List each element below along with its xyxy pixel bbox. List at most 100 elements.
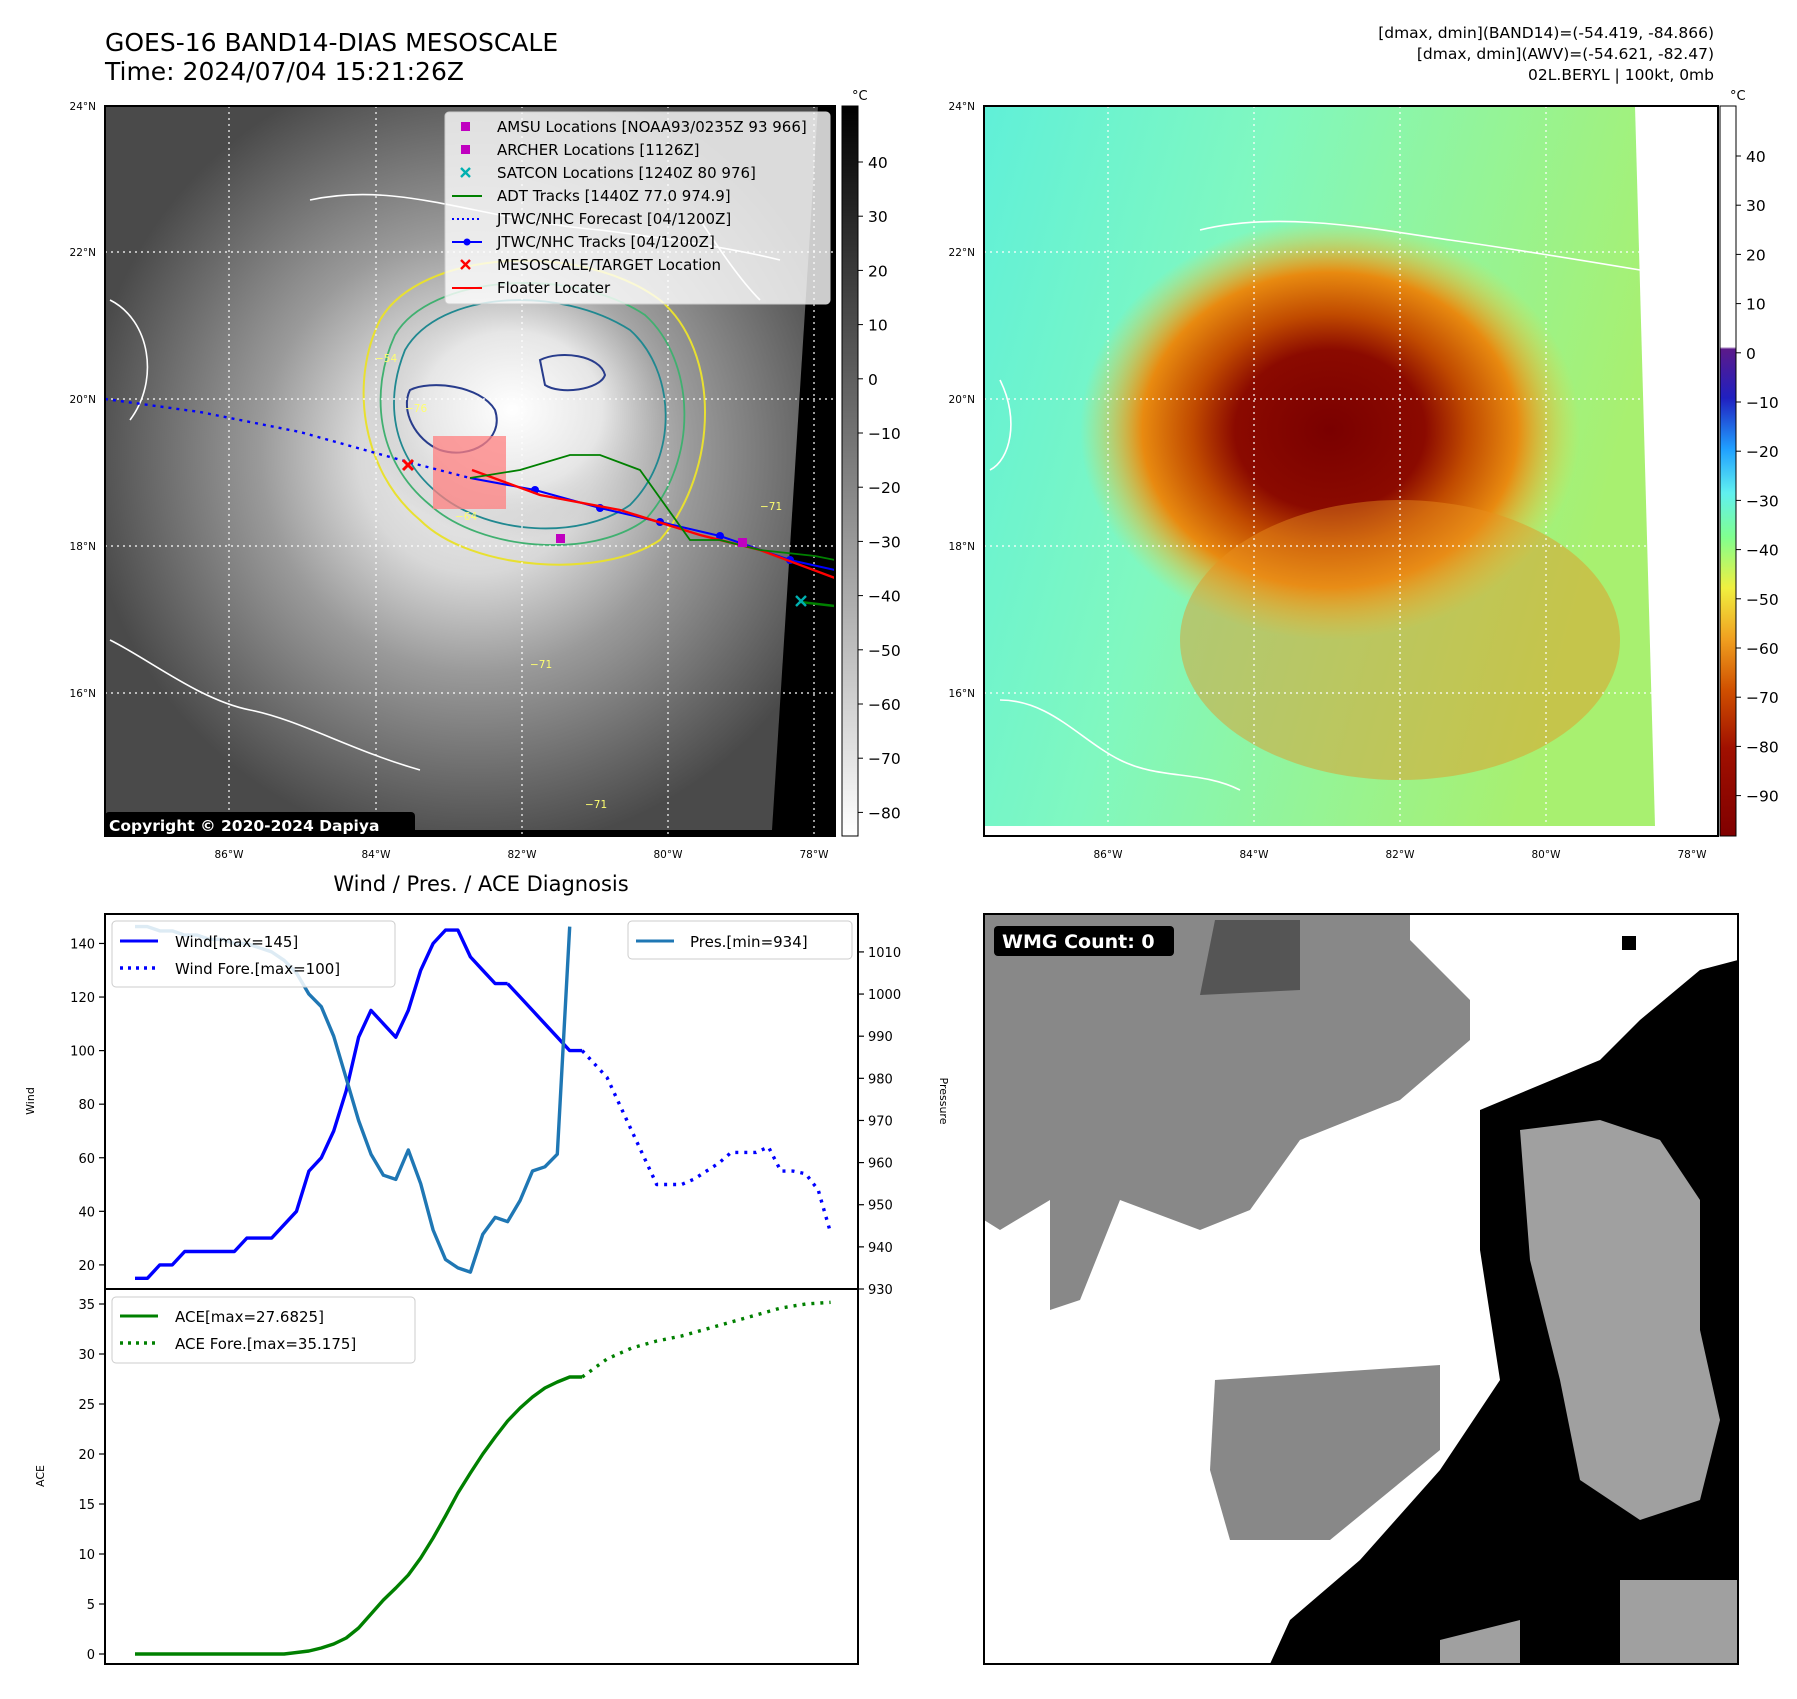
ir-colorbar-unit: °C xyxy=(852,89,868,104)
contour-label: −71 xyxy=(760,501,782,513)
lon-label: 80°W xyxy=(1532,849,1562,861)
adt-track xyxy=(469,454,835,561)
series-line-wind-max xyxy=(135,928,508,1281)
contour-label: −64 xyxy=(455,511,477,523)
colorbar-tick-label: 30 xyxy=(868,208,888,226)
axis-tick-label: 35 xyxy=(78,1298,95,1313)
lat-label: 18°N xyxy=(949,541,975,553)
stats-awv: [dmax, dmin](AWV)=(-54.621, -82.47) xyxy=(1417,45,1714,63)
lat-label: 20°N xyxy=(949,394,975,406)
copyright-text: Copyright © 2020-2024 Dapiya xyxy=(109,817,379,835)
wmg-region-light-2 xyxy=(1440,1580,1738,1664)
axis-tick-label: 140 xyxy=(70,937,95,952)
mesoscale-box xyxy=(433,436,506,509)
lon-label: 82°W xyxy=(508,849,538,861)
axis-tick-label: 20 xyxy=(78,1448,95,1463)
awv-map-lon-labels: 86°W 84°W 82°W 80°W 78°W xyxy=(1094,849,1708,861)
awv-map-frame xyxy=(983,105,1719,837)
legend-label-ace-forecast: ACE Fore.[max=35.175] xyxy=(175,1335,356,1353)
colorbar-tick-label: 40 xyxy=(1746,148,1766,166)
lat-label: 22°N xyxy=(70,247,96,259)
copyright-box xyxy=(105,812,415,836)
pressure-legend-box xyxy=(627,920,853,960)
ir-legend-label: JTWC/NHC Tracks [04/1200Z] xyxy=(496,233,715,251)
ir-legend-label: ARCHER Locations [1126Z] xyxy=(497,141,700,159)
axis-tick-label: 5 xyxy=(87,1598,95,1613)
ir-map-frame xyxy=(104,105,836,837)
awv-map-lat-labels: 24°N 22°N 20°N 18°N 16°N xyxy=(949,101,975,700)
stats-band14: [dmax, dmin](BAND14)=(-54.419, -84.866) xyxy=(1378,24,1714,42)
wind-legend-right: Pres.[min=934] xyxy=(627,920,853,960)
ir-map-lat-labels: 24°N 22°N 20°N 18°N 16°N xyxy=(70,101,96,700)
lon-label: 82°W xyxy=(1386,849,1416,861)
adt-track-segment xyxy=(799,600,835,608)
ir-legend-item: Floater Locater xyxy=(452,279,611,297)
axis-tick-label: 80 xyxy=(78,1098,95,1113)
colorbar-tick-label: −30 xyxy=(868,533,901,551)
diagnosis-title: Wind / Pres. / ACE Diagnosis xyxy=(333,872,628,896)
axis-tick-label: 60 xyxy=(78,1152,95,1167)
ir-contour-navy-2 xyxy=(538,354,607,392)
ir-legend-item: ARCHER Locations [1126Z] xyxy=(461,141,700,159)
ir-legend-box xyxy=(444,111,831,305)
axis-tick-label: 20 xyxy=(78,1259,95,1274)
awv-colorbar-bar xyxy=(1719,105,1737,837)
wmg-panel: WMG Count: 0 xyxy=(983,913,1739,1665)
colorbar-tick-label: −10 xyxy=(868,425,901,443)
awv-colorbar-unit: °C xyxy=(1730,89,1746,104)
ir-legend-item: ADT Tracks [1440Z 77.0 974.9] xyxy=(452,187,731,205)
axis-tick-label: 930 xyxy=(868,1283,893,1298)
awv-coastlines xyxy=(989,220,1641,791)
figure-title: GOES-16 BAND14-DIAS MESOSCALE xyxy=(105,28,558,57)
ir-colorbar: °C 40 30 20 10 0 −10 −20 −30 −40 −50 −60 −70 −80 xyxy=(841,89,901,837)
colorbar-tick-label: 40 xyxy=(868,154,888,172)
colorbar-tick-label: −20 xyxy=(1746,443,1779,461)
ir-colorbar-bar xyxy=(841,105,859,837)
awv-graticule xyxy=(984,106,1718,836)
lat-label: 18°N xyxy=(70,541,96,553)
colorbar-tick-label: −90 xyxy=(1746,788,1779,806)
axis-tick-label: 950 xyxy=(868,1199,893,1214)
axis-tick-label: 990 xyxy=(868,1030,893,1045)
contour-label: −71 xyxy=(585,799,607,811)
lon-label: 84°W xyxy=(362,849,392,861)
wmg-pixel xyxy=(1622,936,1636,950)
lat-label: 22°N xyxy=(949,247,975,259)
wmg-region-dark xyxy=(1200,920,1300,995)
colorbar-tick-label: −40 xyxy=(1746,542,1779,560)
ir-map-legend: AMSU Locations [NOAA93/0235Z 93 966] ARCH… xyxy=(444,111,831,305)
colorbar-tick-label: −80 xyxy=(1746,738,1779,756)
colorbar-tick-label: 20 xyxy=(868,262,888,280)
lat-label: 16°N xyxy=(70,688,96,700)
storm-info: 02L.BERYL | 100kt, 0mb xyxy=(1528,66,1714,84)
pressure-axis-label: Pressure xyxy=(937,1078,950,1125)
lon-label: 78°W xyxy=(1678,849,1708,861)
colorbar-tick-label: −60 xyxy=(1746,640,1779,658)
legend-label-wind-forecast: Wind Fore.[max=100] xyxy=(175,960,340,978)
lon-label: 84°W xyxy=(1240,849,1270,861)
series-line-wind-fore-max xyxy=(580,1049,833,1234)
legend-label-pressure: Pres.[min=934] xyxy=(690,933,808,951)
contour-label: −76 xyxy=(405,403,427,415)
colorbar-tick-label: −40 xyxy=(868,588,901,606)
colorbar-tick-label: 10 xyxy=(1746,296,1766,314)
ir-legend-label: SATCON Locations [1240Z 80 976] xyxy=(497,164,756,182)
figure-time: Time: 2024/07/04 15:21:26Z xyxy=(104,57,464,86)
axis-tick-label: 40 xyxy=(78,1205,95,1220)
axis-tick-label: 1010 xyxy=(868,946,901,961)
wmg-count-label: WMG Count: 0 xyxy=(1002,931,1155,953)
wmg-region-light xyxy=(1520,1120,1720,1520)
axis-tick-label: 0 xyxy=(87,1648,95,1663)
ir-legend-item: SATCON Locations [1240Z 80 976] xyxy=(460,164,756,182)
lat-label: 24°N xyxy=(70,101,96,113)
colorbar-tick-label: −50 xyxy=(868,642,901,660)
wind-legend-left: Wind[max=145] Wind Fore.[max=100] xyxy=(111,920,396,988)
awv-map-panel: 24°N 22°N 20°N 18°N 16°N 86°W 84°W 82°W … xyxy=(949,89,1779,861)
floater-locater-track xyxy=(471,468,835,580)
axis-tick-label: 970 xyxy=(868,1114,893,1129)
ace-axis-label: ACE xyxy=(34,1465,47,1487)
ir-map-lon-labels: 86°W 84°W 82°W 80°W 78°W xyxy=(215,849,830,861)
wmg-frame xyxy=(983,913,1739,1665)
lat-label: 16°N xyxy=(949,688,975,700)
wind-legend-box xyxy=(111,920,396,988)
